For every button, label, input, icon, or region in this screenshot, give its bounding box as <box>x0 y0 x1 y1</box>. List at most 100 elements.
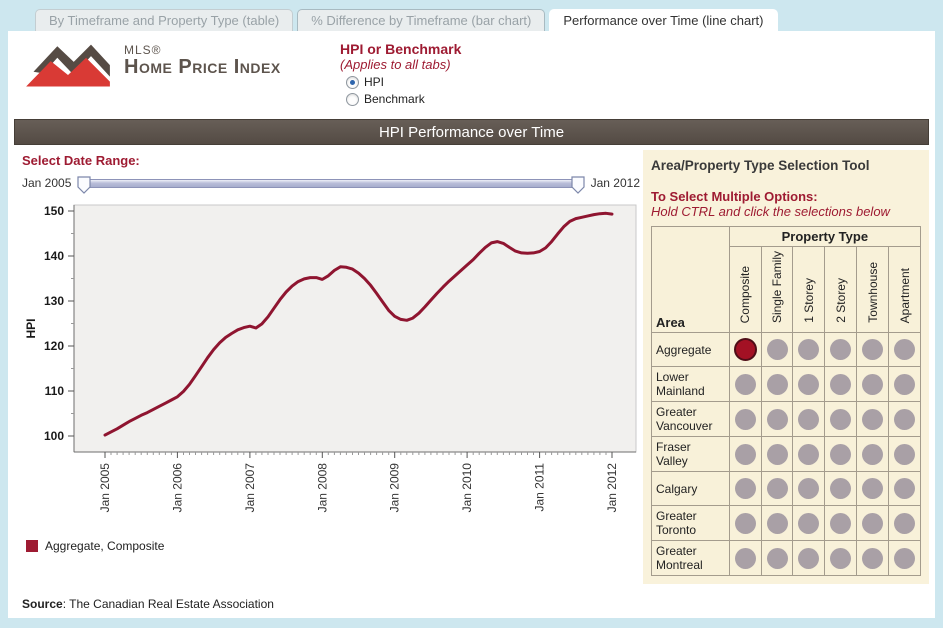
area-label-greater-montreal[interactable]: Greater Montreal <box>651 540 730 577</box>
selection-cell-lower-mainland-apartment[interactable] <box>888 366 921 403</box>
selection-cell-greater-montreal-apartment[interactable] <box>888 540 921 577</box>
selection-circle[interactable] <box>798 373 820 395</box>
tab-by-timeframe-table[interactable]: By Timeframe and Property Type (table) <box>35 9 294 31</box>
selection-cell-greater-vancouver-single-family[interactable] <box>760 401 794 438</box>
selection-cell-fraser-valley-apartment[interactable] <box>888 436 921 473</box>
selection-cell-aggregate-composite[interactable] <box>728 332 762 368</box>
area-label-greater-vancouver[interactable]: Greater Vancouver <box>651 401 730 438</box>
area-label-lower-mainland[interactable]: Lower Mainland <box>651 366 730 403</box>
selection-circle[interactable] <box>766 512 788 534</box>
column-header-1-storey[interactable]: 1 Storey <box>792 245 826 334</box>
selection-cell-fraser-valley-townhouse[interactable] <box>856 436 890 473</box>
column-header-apartment[interactable]: Apartment <box>888 245 921 334</box>
tab-percent-difference-bar[interactable]: % Difference by Timeframe (bar chart) <box>297 9 546 31</box>
selection-circle[interactable] <box>894 408 916 430</box>
selection-circle[interactable] <box>798 339 820 361</box>
selection-circle[interactable] <box>830 512 852 534</box>
selection-circle[interactable] <box>830 339 852 361</box>
selection-cell-greater-vancouver-2-storey[interactable] <box>824 401 858 438</box>
area-label-calgary[interactable]: Calgary <box>651 471 730 507</box>
slider-handle-end[interactable] <box>571 175 585 194</box>
selection-circle[interactable] <box>766 408 788 430</box>
column-header-composite[interactable]: Composite <box>728 245 762 334</box>
selection-cell-greater-montreal-1-storey[interactable] <box>792 540 826 577</box>
selection-circle[interactable] <box>894 373 916 395</box>
selection-cell-aggregate-townhouse[interactable] <box>856 332 890 368</box>
selection-circle[interactable] <box>862 443 884 465</box>
selection-cell-lower-mainland-townhouse[interactable] <box>856 366 890 403</box>
selection-cell-greater-montreal-2-storey[interactable] <box>824 540 858 577</box>
selection-cell-calgary-apartment[interactable] <box>888 471 921 507</box>
selection-circle[interactable] <box>830 408 852 430</box>
area-label-greater-toronto[interactable]: Greater Toronto <box>651 505 730 542</box>
slider-handle-start[interactable] <box>77 175 91 194</box>
area-label-fraser-valley[interactable]: Fraser Valley <box>651 436 730 473</box>
selection-cell-greater-montreal-composite[interactable] <box>728 540 762 577</box>
area-label-aggregate[interactable]: Aggregate <box>651 332 730 368</box>
selection-circle[interactable] <box>798 547 820 569</box>
selection-circle[interactable] <box>766 547 788 569</box>
selection-circle[interactable] <box>733 338 757 362</box>
selection-circle[interactable] <box>734 443 756 465</box>
selection-circle[interactable] <box>734 547 756 569</box>
selection-cell-lower-mainland-composite[interactable] <box>728 366 762 403</box>
selection-circle[interactable] <box>862 512 884 534</box>
selection-circle[interactable] <box>798 408 820 430</box>
selection-cell-greater-toronto-apartment[interactable] <box>888 505 921 542</box>
selection-circle[interactable] <box>830 373 852 395</box>
selection-cell-aggregate-single-family[interactable] <box>760 332 794 368</box>
selection-cell-calgary-composite[interactable] <box>728 471 762 507</box>
selection-cell-calgary-2-storey[interactable] <box>824 471 858 507</box>
selection-cell-greater-vancouver-apartment[interactable] <box>888 401 921 438</box>
selection-cell-greater-vancouver-1-storey[interactable] <box>792 401 826 438</box>
selection-cell-fraser-valley-2-storey[interactable] <box>824 436 858 473</box>
selection-circle[interactable] <box>798 478 820 500</box>
selection-cell-aggregate-1-storey[interactable] <box>792 332 826 368</box>
selection-circle[interactable] <box>766 443 788 465</box>
slider-track[interactable] <box>77 175 585 194</box>
selection-cell-calgary-1-storey[interactable] <box>792 471 826 507</box>
selection-cell-fraser-valley-1-storey[interactable] <box>792 436 826 473</box>
selection-circle[interactable] <box>862 408 884 430</box>
selection-circle[interactable] <box>734 408 756 430</box>
selection-circle[interactable] <box>830 547 852 569</box>
selection-cell-fraser-valley-single-family[interactable] <box>760 436 794 473</box>
selection-cell-greater-toronto-2-storey[interactable] <box>824 505 858 542</box>
column-header-2-storey[interactable]: 2 Storey <box>824 245 858 334</box>
selection-cell-calgary-single-family[interactable] <box>760 471 794 507</box>
selection-cell-greater-toronto-townhouse[interactable] <box>856 505 890 542</box>
selection-circle[interactable] <box>862 478 884 500</box>
column-header-townhouse[interactable]: Townhouse <box>856 245 890 334</box>
selection-cell-calgary-townhouse[interactable] <box>856 471 890 507</box>
selection-circle[interactable] <box>798 512 820 534</box>
selection-cell-greater-montreal-single-family[interactable] <box>760 540 794 577</box>
selection-circle[interactable] <box>766 373 788 395</box>
selection-circle[interactable] <box>830 443 852 465</box>
selection-circle[interactable] <box>830 478 852 500</box>
radio-benchmark[interactable]: Benchmark <box>346 92 461 106</box>
radio-benchmark-icon[interactable] <box>346 92 359 106</box>
selection-cell-greater-montreal-townhouse[interactable] <box>856 540 890 577</box>
selection-cell-aggregate-apartment[interactable] <box>888 332 921 368</box>
selection-circle[interactable] <box>798 443 820 465</box>
selection-cell-greater-vancouver-composite[interactable] <box>728 401 762 438</box>
selection-circle[interactable] <box>894 547 916 569</box>
selection-circle[interactable] <box>862 339 884 361</box>
column-header-single-family[interactable]: Single Family <box>760 245 794 334</box>
selection-circle[interactable] <box>894 478 916 500</box>
selection-circle[interactable] <box>766 478 788 500</box>
selection-circle[interactable] <box>734 478 756 500</box>
radio-hpi[interactable]: HPI <box>346 75 461 89</box>
selection-cell-fraser-valley-composite[interactable] <box>728 436 762 473</box>
selection-cell-greater-toronto-single-family[interactable] <box>760 505 794 542</box>
selection-cell-lower-mainland-single-family[interactable] <box>760 366 794 403</box>
selection-circle[interactable] <box>734 373 756 395</box>
selection-cell-greater-toronto-1-storey[interactable] <box>792 505 826 542</box>
selection-cell-aggregate-2-storey[interactable] <box>824 332 858 368</box>
radio-hpi-icon[interactable] <box>346 75 359 89</box>
tab-performance-line[interactable]: Performance over Time (line chart) <box>549 9 778 31</box>
selection-cell-lower-mainland-1-storey[interactable] <box>792 366 826 403</box>
selection-circle[interactable] <box>862 373 884 395</box>
selection-circle[interactable] <box>734 512 756 534</box>
selection-circle[interactable] <box>862 547 884 569</box>
